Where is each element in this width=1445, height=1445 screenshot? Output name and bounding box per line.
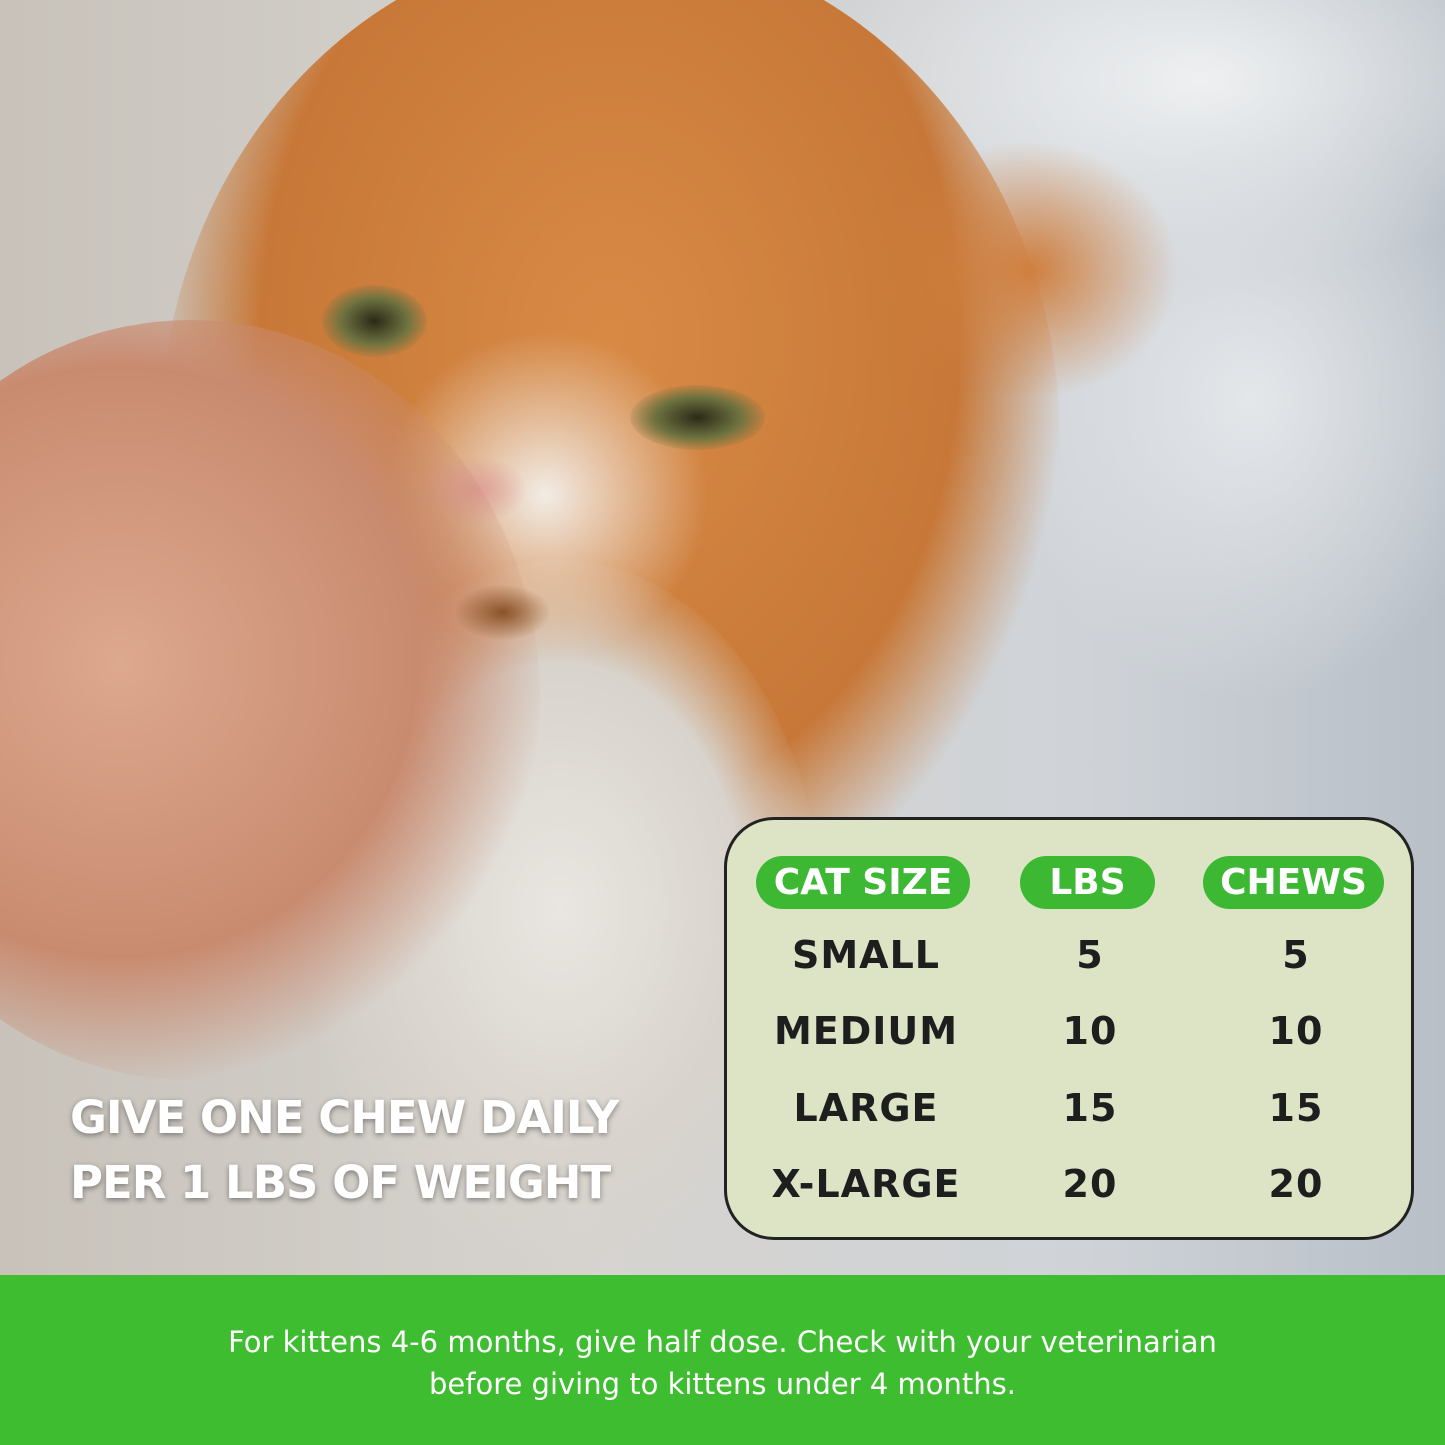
headline-line-1: GIVE ONE CHEW DAILY <box>70 1091 619 1144</box>
size-small: SMALL <box>791 933 941 977</box>
chews-small: 5 <box>1282 933 1310 977</box>
footer-line-2: before giving to kittens under 4 months. <box>429 1367 1016 1401</box>
lbs-medium: 10 <box>1062 1009 1118 1053</box>
footer-line-1: For kittens 4-6 months, give half dose. … <box>228 1325 1217 1359</box>
size-large: LARGE <box>793 1086 939 1130</box>
cat-eye-left <box>322 285 427 357</box>
header-lbs: LBS <box>1020 856 1155 909</box>
hand <box>0 320 540 1080</box>
treat <box>455 585 550 640</box>
chews-large: 15 <box>1268 1086 1324 1130</box>
header-chews: CHEWS <box>1203 856 1384 909</box>
dosage-headline: GIVE ONE CHEW DAILY PER 1 LBS OF WEIGHT <box>70 1085 619 1215</box>
lbs-xlarge: 20 <box>1062 1162 1118 1206</box>
chews-medium: 10 <box>1268 1009 1324 1053</box>
size-medium: MEDIUM <box>773 1009 959 1053</box>
cat-photo <box>0 0 1445 1275</box>
cat-ear-right <box>880 140 1180 400</box>
chews-xlarge: 20 <box>1268 1162 1324 1206</box>
cat-eye-right <box>630 385 765 450</box>
lbs-small: 5 <box>1076 933 1104 977</box>
size-xlarge: X-LARGE <box>771 1162 961 1206</box>
header-cat-size: CAT SIZE <box>756 856 970 909</box>
lbs-large: 15 <box>1062 1086 1118 1130</box>
kitten-note-banner: For kittens 4-6 months, give half dose. … <box>0 1275 1445 1445</box>
dosage-table: CAT SIZE LBS CHEWS SMALL 5 5 MEDIUM 10 1… <box>724 817 1414 1240</box>
headline-line-2: PER 1 LBS OF WEIGHT <box>70 1156 611 1209</box>
